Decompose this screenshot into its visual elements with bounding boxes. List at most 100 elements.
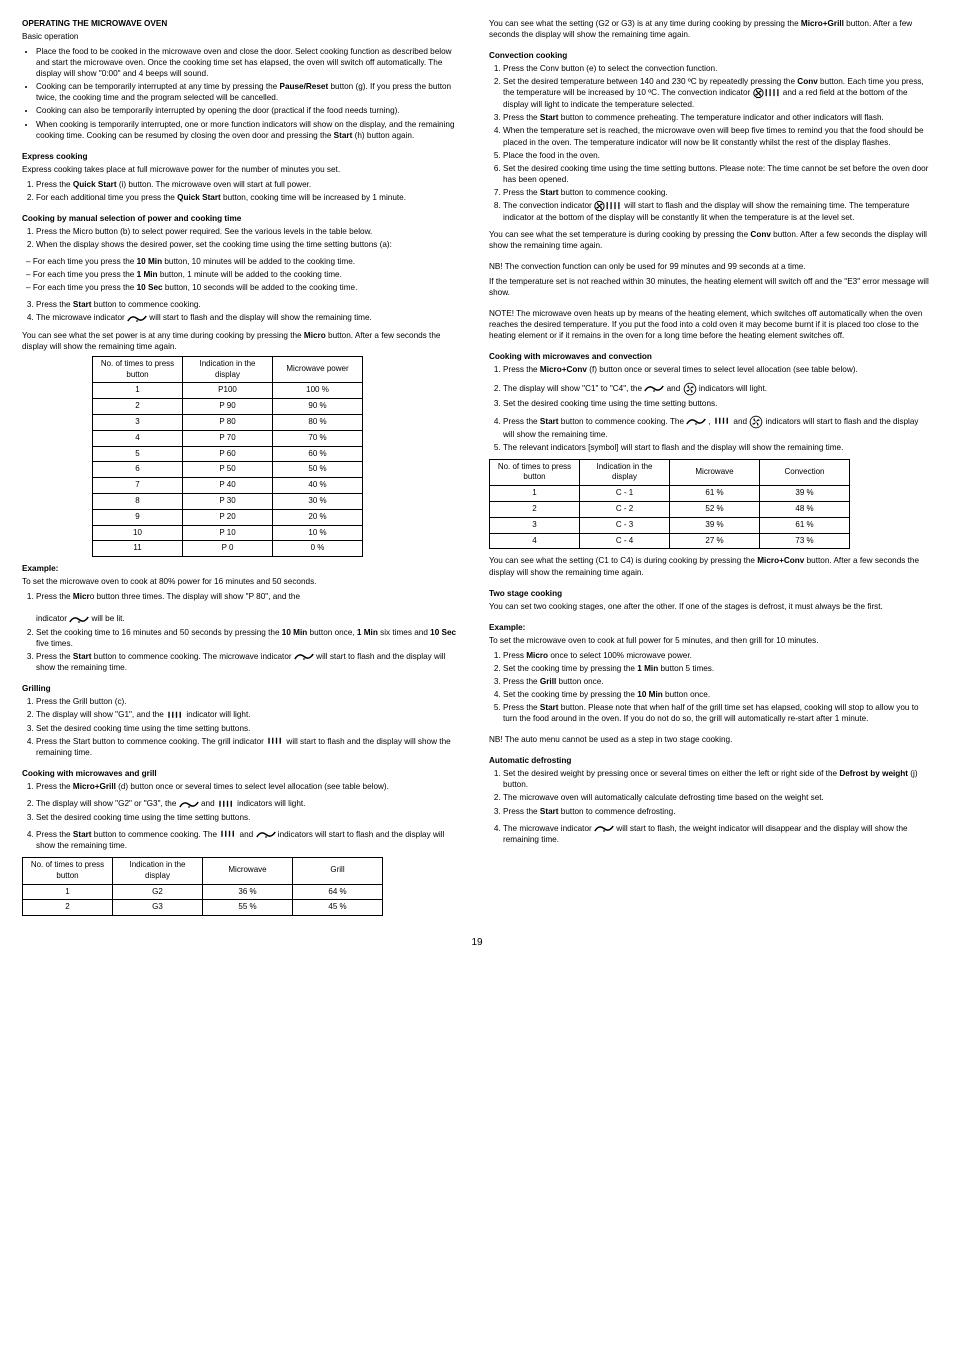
list-item: Cooking can also be temporarily interrup… <box>36 105 465 116</box>
table-header: Microwave <box>203 858 293 885</box>
example2-intro: To set the microwave oven to cook at ful… <box>489 635 932 646</box>
list-item: Press the Start button to commence cooki… <box>36 736 465 758</box>
table-row: 5P 6060 % <box>93 446 363 462</box>
example-intro: To set the microwave oven to cook at 80%… <box>22 576 465 587</box>
table-header: Indication in the display <box>113 858 203 885</box>
table-header: No. of times to press button <box>490 459 580 486</box>
two-nb: NB! The auto menu cannot be used as a st… <box>489 734 932 745</box>
list-item: Press the Conv button (e) to select the … <box>503 63 932 74</box>
grill-footer: You can see what the setting (G2 or G3) … <box>489 18 932 40</box>
list-item: Press the Start button to commence cooki… <box>503 415 932 440</box>
wave-icon <box>644 383 664 394</box>
list-item: Place the food in the oven. <box>503 150 932 161</box>
list-item: When the display shows the desired power… <box>36 239 465 250</box>
list-item: Press the Start button to commence prehe… <box>503 112 932 123</box>
list-item: Set the desired cooking time using the t… <box>503 398 932 409</box>
left-column: OPERATING THE MICROWAVE OVEN Basic opera… <box>22 18 465 922</box>
table-header: Grill <box>293 858 383 885</box>
heading-operating: OPERATING THE MICROWAVE OVEN <box>22 18 465 29</box>
example-steps: Press the Micro button three times. The … <box>22 591 465 673</box>
table-header: Microwave power <box>273 356 363 383</box>
express-steps: Press the Quick Start (i) button. The mi… <box>22 179 465 203</box>
wave-icon <box>69 614 89 625</box>
table-header: Indication in the display <box>580 459 670 486</box>
table-row: 4P 7070 % <box>93 430 363 446</box>
table-header: Convection <box>760 459 850 486</box>
list-item: Set the cooking time to 16 minutes and 5… <box>36 627 465 649</box>
heading-example: Example: <box>22 563 465 574</box>
list-item: Press the Grill button once. <box>503 676 932 687</box>
table-row: 2C - 252 %48 % <box>490 502 850 518</box>
conv-p3: If the temperature set is not reached wi… <box>489 276 932 298</box>
table-row: 3C - 339 %61 % <box>490 517 850 533</box>
list-item: Press Micro once to select 100% microwav… <box>503 650 932 661</box>
grill-icon <box>166 710 184 721</box>
table-row: 1C - 161 %39 % <box>490 486 850 502</box>
auto-defrost-steps: Set the desired weight by pressing once … <box>489 768 932 845</box>
grill-table: No. of times to press button Indication … <box>22 857 383 916</box>
manual-steps-b: Press the Start button to commence cooki… <box>22 299 465 323</box>
list-item: When cooking is temporarily interrupted,… <box>36 119 465 141</box>
list-item: Set the desired temperature between 140 … <box>503 76 932 110</box>
manual-steps-a: Press the Micro button (b) to select pow… <box>22 226 465 250</box>
manual-footer: You can see what the set power is at any… <box>22 330 465 352</box>
list-item: When the temperature set is reached, the… <box>503 125 932 147</box>
fangrill-icon <box>594 200 622 212</box>
table-row: 1G236 %64 % <box>23 884 383 900</box>
table-row: 3P 8080 % <box>93 414 363 430</box>
list-item: For each additional time you press the Q… <box>36 192 465 203</box>
list-item: The convection indicator will start to f… <box>503 200 932 223</box>
basic-operation-label: Basic operation <box>22 31 465 42</box>
list-item: Set the desired cooking time using the t… <box>36 812 465 823</box>
fan-icon <box>749 415 763 429</box>
list-item: Set the desired cooking time using the t… <box>36 723 465 734</box>
list-item: Press the Micro button (b) to select pow… <box>36 226 465 237</box>
heading-auto-defrost: Automatic defrosting <box>489 755 932 766</box>
manual-dash: For each time you press the 10 Min butto… <box>22 256 465 293</box>
list-item: Press the Start button to commence cooki… <box>36 651 465 673</box>
power-table: No. of times to press button Indication … <box>92 356 363 557</box>
list-item: Press the Start button to commence cooki… <box>36 829 465 851</box>
page-number: 19 <box>22 936 932 950</box>
two-intro: You can set two cooking stages, one afte… <box>489 601 932 612</box>
wave-icon <box>127 313 147 324</box>
heading-manual: Cooking by manual selection of power and… <box>22 213 465 224</box>
list-item: Press the Start button. Please note that… <box>503 702 932 724</box>
list-item: Press the Micro+Grill (d) button once or… <box>36 781 465 792</box>
wave-icon <box>179 799 199 810</box>
mwconv-steps: Press the Micro+Conv (f) button once or … <box>489 364 932 452</box>
wave-icon <box>594 823 614 834</box>
list-item: Set the desired cooking time using the t… <box>503 163 932 185</box>
table-row: 8P 3030 % <box>93 493 363 509</box>
table-row: 11P 00 % <box>93 541 363 557</box>
list-item: The display will show "G2" or "G3", the … <box>36 798 465 809</box>
wave-icon <box>294 651 314 662</box>
list-item: Press the Start button to commence defro… <box>503 806 932 817</box>
list-item: Set the cooking time by pressing the 1 M… <box>503 663 932 674</box>
list-item: Place the food to be cooked in the micro… <box>36 46 465 79</box>
heading-mwgrill: Cooking with microwaves and grill <box>22 768 465 779</box>
table-row: 10P 1010 % <box>93 525 363 541</box>
conv-p4: NOTE! The microwave oven heats up by mea… <box>489 308 932 341</box>
list-item: Press the Start button to commence cooki… <box>36 299 465 310</box>
heading-two-stage: Two stage cooking <box>489 588 932 599</box>
list-item: Set the cooking time by pressing the 10 … <box>503 689 932 700</box>
list-item: For each time you press the 10 Sec butto… <box>36 282 465 293</box>
list-item: Cooking can be temporarily interrupted a… <box>36 81 465 103</box>
list-item: The microwave indicator will start to fl… <box>36 312 465 323</box>
list-item: For each time you press the 1 Min button… <box>36 269 465 280</box>
fan-icon <box>683 382 697 396</box>
mwgrill-steps: Press the Micro+Grill (d) button once or… <box>22 781 465 851</box>
heading-mwconv: Cooking with microwaves and convection <box>489 351 932 362</box>
right-column: You can see what the setting (G2 or G3) … <box>489 18 932 922</box>
conv-p1: You can see what the set temperature is … <box>489 229 932 251</box>
list-item: The microwave indicator will start to fl… <box>503 823 932 845</box>
grill-icon <box>266 736 284 747</box>
table-header: Microwave <box>670 459 760 486</box>
example2-steps: Press Micro once to select 100% microwav… <box>489 650 932 724</box>
list-item: Press the Start button to commence cooki… <box>503 187 932 198</box>
grill-icon <box>713 416 731 427</box>
grilling-steps: Press the Grill button (c). The display … <box>22 696 465 758</box>
list-item: Press the Grill button (c). <box>36 696 465 707</box>
list-item: The display will show "G1", and the indi… <box>36 709 465 720</box>
